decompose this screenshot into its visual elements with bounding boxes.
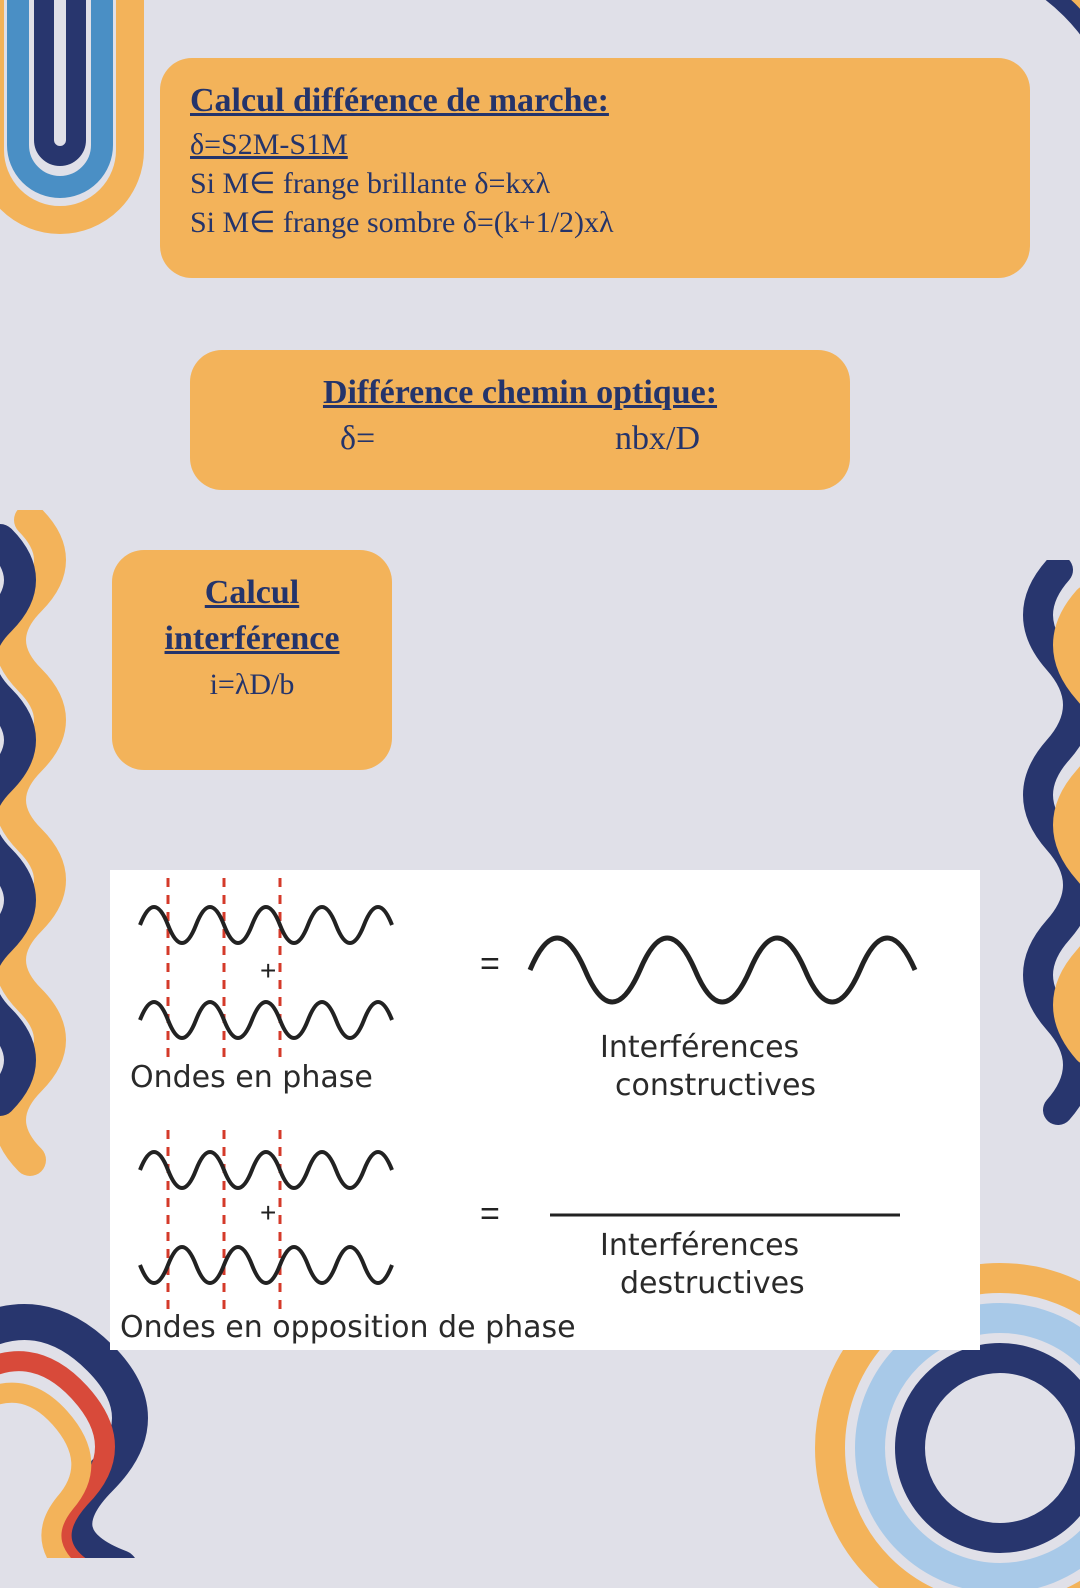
box1-line2: Si M∈ frange brillante δ=kxλ <box>190 166 1000 201</box>
equals-icon-2: = <box>480 1195 500 1233</box>
equals-icon: = <box>480 945 500 983</box>
box-difference-marche: Calcul différence de marche: δ=S2M-S1M S… <box>160 58 1030 278</box>
box1-line1: δ=S2M-S1M <box>190 128 1000 162</box>
box2-right: nbx/D <box>615 420 700 458</box>
box3-title1: Calcul <box>142 574 362 612</box>
decor-top-left-u <box>0 0 170 270</box>
plus-icon: + <box>260 955 276 986</box>
box2-title: Différence chemin optique: <box>220 374 820 412</box>
box3-line: i=λD/b <box>142 668 362 702</box>
label-ondes-phase: Ondes en phase <box>130 1060 373 1095</box>
label-destructive-1: Interférences <box>600 1228 799 1263</box>
decor-left-squiggle <box>0 510 100 1190</box>
box3-title2: interférence <box>142 620 362 658</box>
box2-left: δ= <box>340 420 375 458</box>
box1-title: Calcul différence de marche: <box>190 82 1000 120</box>
box-interference: Calcul interférence i=λD/b <box>112 550 392 770</box>
plus-icon-2: + <box>260 1197 276 1228</box>
box-chemin-optique: Différence chemin optique: δ= nbx/D <box>190 350 850 490</box>
label-constructive-1: Interférences <box>600 1030 799 1065</box>
decor-right-squiggle <box>988 560 1080 1140</box>
interference-diagram: + = + = Ondes en phase Interférences con… <box>110 870 980 1350</box>
box1-line3: Si M∈ frange sombre δ=(k+1/2)xλ <box>190 205 1000 240</box>
label-destructive-2: destructives <box>620 1266 805 1301</box>
label-ondes-opposition: Ondes en opposition de phase <box>120 1310 576 1345</box>
label-constructive-2: constructives <box>615 1068 816 1103</box>
